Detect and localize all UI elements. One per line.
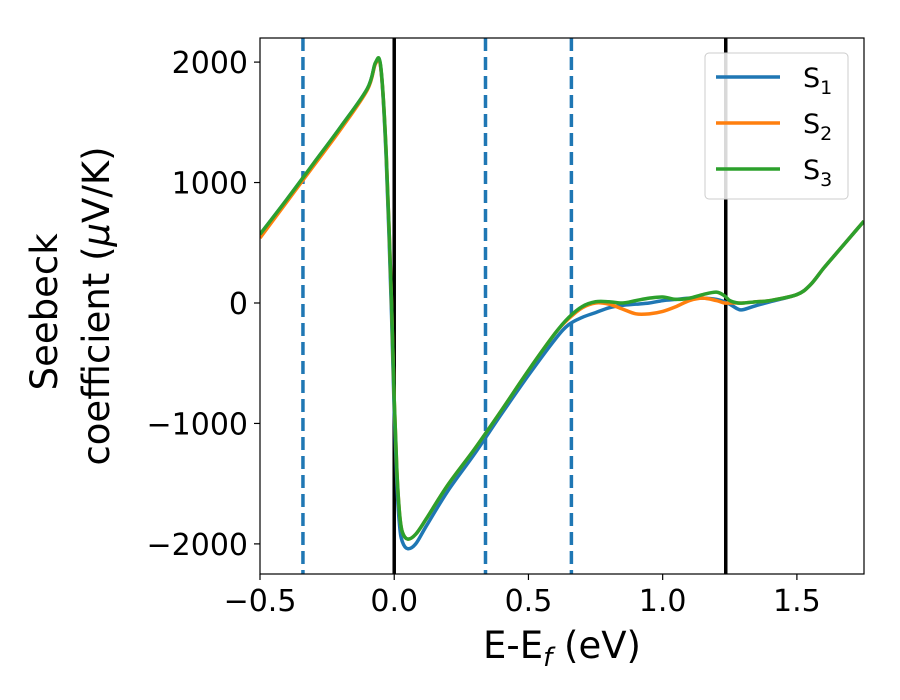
y-axis-label-line2: coefficient (μV/K) bbox=[75, 146, 118, 465]
y-tick-label: −2000 bbox=[147, 528, 248, 563]
y-tick-label: 0 bbox=[229, 287, 248, 322]
y-axis-ticks: −2000 −1000 0 1000 2000 bbox=[147, 46, 260, 563]
legend-label-s1: S1 bbox=[803, 63, 832, 99]
series-line-s3 bbox=[260, 56, 864, 541]
x-axis-ticks: −0.5 0.0 0.5 1.0 1.5 bbox=[224, 574, 821, 619]
y-tick-label: 2000 bbox=[172, 46, 248, 81]
legend-box bbox=[704, 52, 849, 200]
x-tick-label: 0.0 bbox=[370, 584, 418, 619]
series-lines bbox=[260, 56, 864, 551]
legend-label-s3: S3 bbox=[803, 155, 832, 191]
vertical-reference-lines bbox=[301, 38, 728, 574]
y-axis-label-line1: Seebeck bbox=[23, 233, 66, 391]
y-tick-label: 1000 bbox=[172, 167, 248, 202]
y-tick-label: −1000 bbox=[147, 407, 248, 442]
plot-frame bbox=[259, 37, 865, 575]
x-tick-label: 1.0 bbox=[639, 584, 687, 619]
legend: S1 S2 S3 bbox=[704, 52, 849, 200]
legend-label-s2: S2 bbox=[803, 109, 832, 145]
x-axis-label: E-Ef (eV) bbox=[483, 624, 641, 673]
x-tick-label: 0.5 bbox=[505, 584, 553, 619]
x-tick-label: 1.5 bbox=[773, 584, 821, 619]
x-tick-label: −0.5 bbox=[224, 584, 297, 619]
y-axis-label: Seebeck coefficient (μV/K) bbox=[23, 146, 118, 465]
